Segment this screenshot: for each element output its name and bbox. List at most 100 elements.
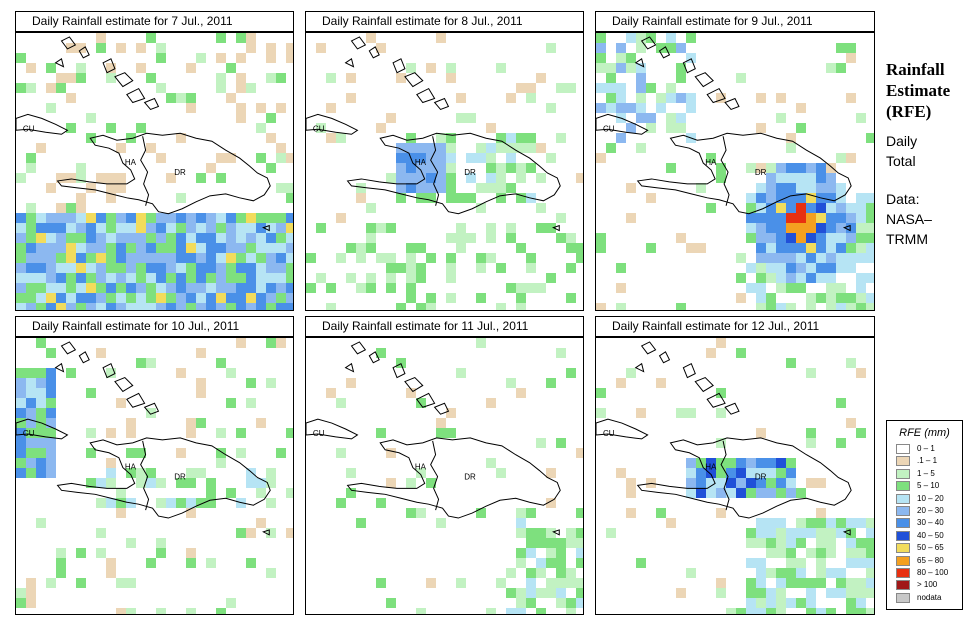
rain-cell <box>176 93 186 103</box>
rain-cell <box>16 598 26 608</box>
rain-cell <box>626 63 636 73</box>
coastline <box>724 97 740 111</box>
rain-cell <box>16 418 26 428</box>
rain-cell <box>36 438 46 448</box>
rain-cell <box>446 163 456 173</box>
rain-cell <box>816 528 826 538</box>
rain-cell <box>656 93 666 103</box>
rain-cell <box>756 528 766 538</box>
rain-cell <box>806 438 816 448</box>
rain-cell <box>516 518 526 528</box>
coastline <box>596 418 649 440</box>
rain-cell <box>46 458 56 468</box>
rain-cell <box>736 273 746 283</box>
rain-cell <box>406 253 416 263</box>
rain-cell <box>456 223 466 233</box>
rain-cell <box>616 93 626 103</box>
rain-cell <box>146 478 156 488</box>
rain-cell <box>256 153 266 163</box>
rain-cell <box>116 273 126 283</box>
rain-cell <box>786 213 796 223</box>
rain-cell <box>826 173 836 183</box>
rain-cell <box>266 338 276 348</box>
rain-cell <box>256 223 266 233</box>
country-label-haiti: HA <box>125 463 137 472</box>
rain-cell <box>846 263 856 273</box>
rain-cell <box>166 498 176 508</box>
rain-cell <box>786 548 796 558</box>
rain-cell <box>556 568 566 578</box>
rain-cell <box>816 173 826 183</box>
rain-cell <box>656 43 666 53</box>
rain-cell <box>406 283 416 293</box>
rain-cell <box>136 283 146 293</box>
rain-cell <box>756 518 766 528</box>
rain-cell <box>486 458 496 468</box>
rain-cell <box>536 283 546 293</box>
rain-cell <box>136 233 146 243</box>
legend-label: 65 – 80 <box>917 555 944 565</box>
rain-cell <box>66 303 76 310</box>
rain-cell <box>526 133 536 143</box>
rain-cell <box>276 153 286 163</box>
rain-cell <box>626 508 636 518</box>
rain-cell <box>106 428 116 438</box>
rain-cell <box>556 348 566 358</box>
rain-cell <box>36 303 46 310</box>
rain-cell <box>636 33 646 43</box>
map-panel-5: CU HA DR <box>305 337 584 615</box>
rain-cell <box>46 448 56 458</box>
rain-cell <box>526 528 536 538</box>
rain-cell <box>606 83 616 93</box>
rain-cell <box>536 608 546 614</box>
rain-cell <box>746 468 756 478</box>
rain-cell <box>866 588 874 598</box>
legend-item: 40 – 50 <box>887 530 962 542</box>
rain-cell <box>236 233 246 243</box>
rain-cell <box>766 193 776 203</box>
coastline <box>344 58 355 68</box>
rain-cell <box>406 63 416 73</box>
rain-cell <box>756 183 766 193</box>
rain-cell <box>456 368 466 378</box>
rain-cell <box>166 253 176 263</box>
rain-cell <box>596 63 606 73</box>
rain-cell <box>806 528 816 538</box>
rain-cell <box>46 368 56 378</box>
rain-cell <box>186 428 196 438</box>
rain-cell <box>256 283 266 293</box>
rain-cell <box>806 608 816 614</box>
rain-cell <box>776 303 786 310</box>
rain-cell <box>626 123 636 133</box>
rain-cell <box>96 233 106 243</box>
rain-cell <box>196 418 206 428</box>
rain-cell <box>546 528 556 538</box>
rain-cell <box>46 63 56 73</box>
rain-cell <box>256 123 266 133</box>
rain-cell <box>686 243 696 253</box>
rain-cell <box>276 143 286 153</box>
rain-cell <box>676 113 686 123</box>
sidebar-title: Rainfall Estimate (RFE) <box>886 59 950 122</box>
rain-cell <box>846 43 856 53</box>
rain-cell <box>466 173 476 183</box>
rain-cell <box>266 73 276 83</box>
rain-cell <box>126 428 136 438</box>
rain-cell <box>836 193 846 203</box>
rain-cell <box>126 283 136 293</box>
coastline <box>636 132 852 215</box>
rain-cell <box>566 263 576 273</box>
rain-cell <box>806 173 816 183</box>
rain-cell <box>746 598 756 608</box>
legend-swatch <box>896 493 910 504</box>
rain-cell <box>806 518 816 528</box>
rain-cell <box>746 608 756 614</box>
rain-cell <box>756 93 766 103</box>
coastline <box>143 97 160 111</box>
rain-cell <box>476 143 486 153</box>
rain-cell <box>156 243 166 253</box>
country-label-haiti: HA <box>705 158 717 167</box>
rain-cell <box>866 568 874 578</box>
rain-cell <box>556 558 566 568</box>
rain-cell <box>856 428 866 438</box>
